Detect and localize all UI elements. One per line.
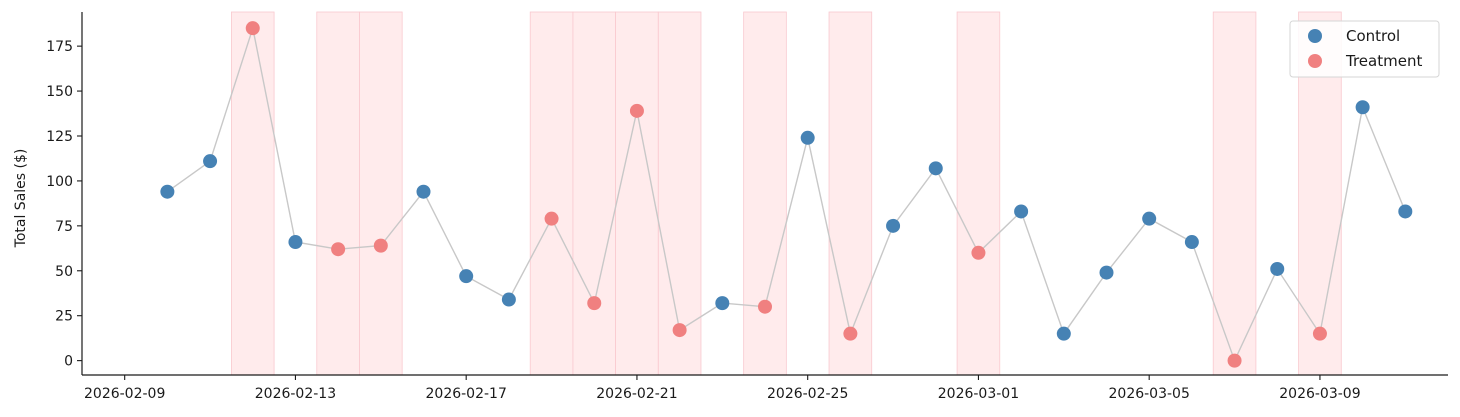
- data-point-treatment: [672, 323, 687, 338]
- y-tick-label: 100: [46, 174, 73, 190]
- axes: 0 25 50 75 100 125 150 175 2026-02-09 2026-02-13 2…: [46, 12, 1448, 402]
- treatment-shade-band: [529, 11, 574, 376]
- data-point-treatment: [629, 103, 644, 118]
- y-axis-label-group: Total Sales ($): [13, 149, 29, 249]
- x-tick-label: 2026-02-13: [255, 386, 336, 402]
- data-point-control: [886, 218, 901, 233]
- y-tick-label: 125: [46, 129, 73, 145]
- legend-marker-control: [1308, 29, 1322, 43]
- data-point-control: [1398, 204, 1413, 219]
- data-point-treatment: [758, 299, 772, 314]
- treatment-shade-band: [572, 11, 616, 376]
- data-point-treatment: [587, 296, 602, 311]
- x-tick-label: 2026-03-01: [938, 386, 1019, 402]
- x-tick-label: 2026-02-17: [426, 386, 507, 402]
- data-point-control: [928, 161, 943, 176]
- data-point-control: [715, 296, 730, 311]
- legend-label-control: Control: [1346, 27, 1400, 45]
- legend-marker-treatment: [1308, 54, 1322, 68]
- x-tick-label: 2026-02-25: [767, 386, 848, 402]
- legend-box: [1289, 20, 1440, 78]
- data-point-treatment: [843, 326, 858, 341]
- data-point-treatment: [971, 245, 986, 260]
- y-tick-label: 50: [55, 264, 73, 280]
- data-point-control: [160, 184, 175, 199]
- connector-line-layer: [166, 25, 1406, 363]
- data-point-treatment: [245, 21, 260, 36]
- data-point-control: [1014, 204, 1029, 219]
- data-points-layer: [160, 21, 1413, 368]
- data-point-treatment: [1312, 326, 1327, 341]
- data-point-control: [1355, 100, 1370, 115]
- treatment-shading-layer: [231, 11, 1342, 376]
- y-tick-label: 75: [55, 219, 73, 235]
- y-tick-label: 25: [55, 309, 73, 325]
- y-tick-label: 0: [64, 354, 73, 370]
- legend: Control Treatment: [1289, 20, 1440, 78]
- data-point-control: [800, 130, 815, 145]
- data-point-control: [1099, 265, 1114, 280]
- treatment-shade-band: [359, 11, 403, 376]
- y-tick-label: 175: [46, 39, 73, 55]
- data-point-control: [288, 235, 303, 250]
- data-point-control: [1184, 235, 1199, 250]
- x-tick-label: 2026-03-05: [1109, 386, 1190, 402]
- x-tick-label: 2026-02-21: [596, 386, 677, 402]
- data-point-control: [459, 269, 474, 284]
- data-point-treatment: [373, 238, 388, 253]
- data-point-control: [203, 154, 218, 169]
- data-point-treatment: [544, 211, 559, 226]
- treatment-shade-band: [743, 11, 787, 376]
- x-tick-label: 2026-03-09: [1279, 386, 1360, 402]
- x-tick-label: 2026-02-09: [84, 386, 165, 402]
- y-tick-label: 150: [46, 84, 73, 100]
- data-point-control: [1270, 261, 1285, 276]
- data-point-treatment: [1227, 353, 1242, 368]
- treatment-shade-band: [231, 11, 275, 376]
- treatment-shade-band: [828, 11, 873, 376]
- treatment-shade-band: [956, 11, 1001, 376]
- treatment-shade-band: [316, 11, 360, 376]
- data-point-control: [501, 292, 516, 307]
- data-point-control: [1142, 211, 1157, 226]
- treatment-shade-band: [657, 11, 702, 376]
- treatment-shade-band: [1212, 11, 1257, 376]
- connector-line: [166, 25, 1406, 363]
- data-point-control: [416, 184, 431, 199]
- treatment-shade-band: [615, 11, 659, 376]
- data-point-treatment: [331, 242, 346, 257]
- data-point-control: [1056, 326, 1071, 341]
- legend-label-treatment: Treatment: [1345, 52, 1422, 70]
- y-axis-label: Total Sales ($): [13, 149, 29, 249]
